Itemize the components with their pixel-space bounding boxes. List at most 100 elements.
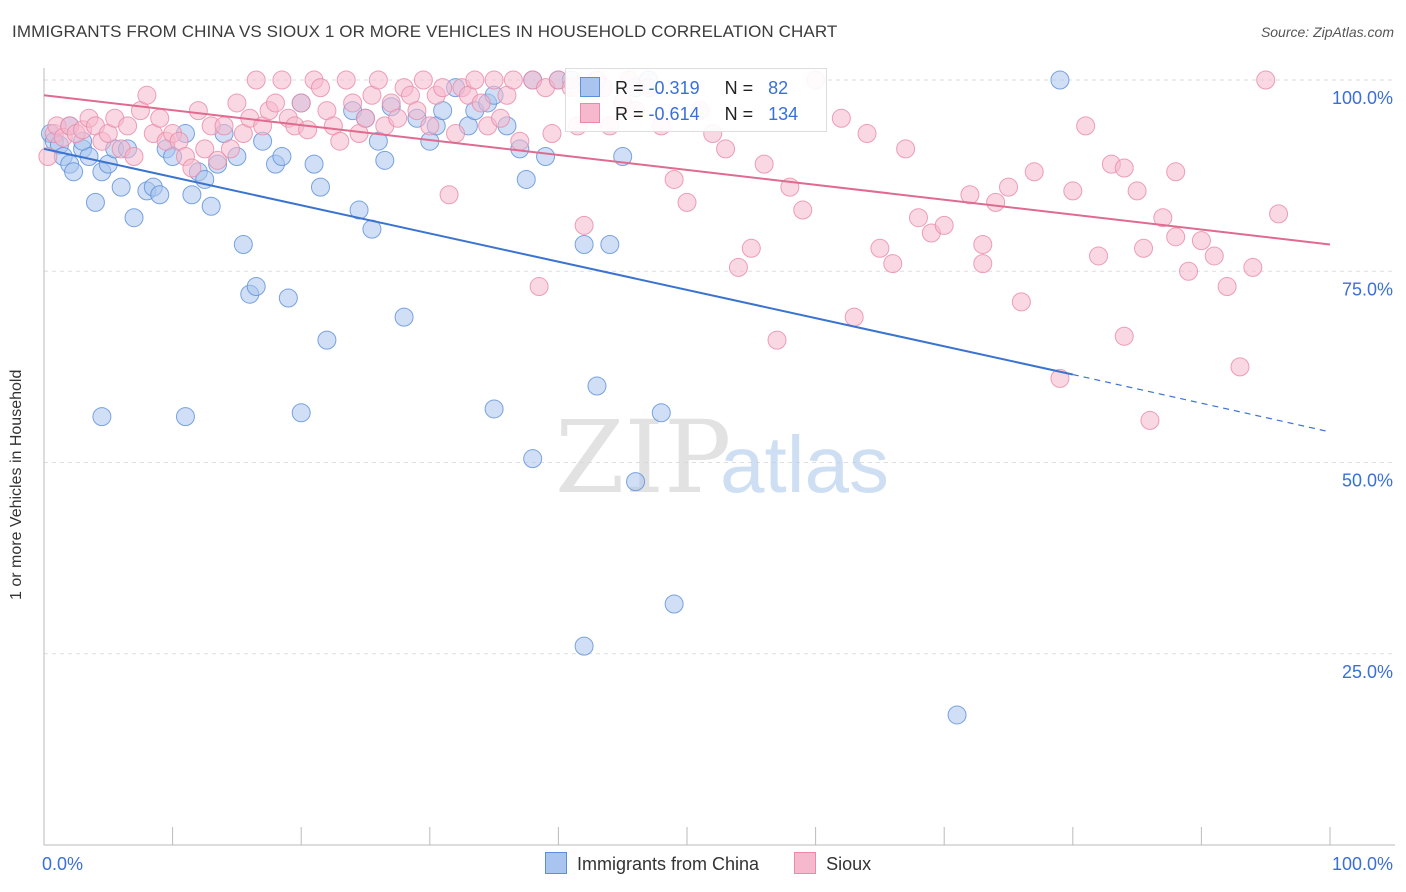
- china-point: [182, 185, 202, 205]
- sioux-point: [986, 192, 1006, 212]
- sioux-point: [1024, 162, 1044, 182]
- y-tick-label: 100.0%: [1332, 88, 1393, 108]
- china-point: [272, 147, 292, 166]
- sioux-point: [1269, 204, 1289, 224]
- china-point: [85, 192, 105, 212]
- sioux-point: [728, 257, 748, 277]
- source-label: Source: ZipAtlas.com: [1260, 24, 1394, 40]
- sioux-point: [857, 124, 877, 144]
- axes: [43, 68, 1395, 846]
- sioux-point: [298, 120, 318, 140]
- sioux-point: [484, 70, 504, 90]
- watermark-atlas: atlas: [720, 420, 889, 509]
- sioux-point: [1230, 357, 1250, 377]
- sioux-point: [767, 330, 787, 350]
- x-tick-label: 0.0%: [42, 854, 83, 874]
- sioux-point: [124, 147, 144, 166]
- sioux-point: [208, 150, 228, 170]
- sioux-point: [1153, 208, 1173, 228]
- sioux-point: [1204, 246, 1224, 266]
- china-point: [92, 407, 112, 427]
- sioux-point: [1179, 261, 1199, 281]
- y-axis-label: 1 or more Vehicles in Household: [8, 369, 25, 600]
- china-trend-line: [43, 147, 1074, 376]
- sioux-point: [1076, 116, 1096, 136]
- china-point: [587, 376, 607, 396]
- sioux-point: [407, 101, 427, 121]
- sioux-point: [999, 177, 1018, 197]
- sioux-point: [1243, 257, 1263, 277]
- china-point: [626, 472, 646, 492]
- y-tick-label: 75.0%: [1342, 279, 1393, 299]
- bottom-legend: Immigrants from China Sioux: [545, 852, 901, 875]
- sioux-point: [716, 139, 736, 159]
- sioux-point: [1191, 231, 1211, 251]
- china-point: [150, 185, 170, 205]
- sioux-point: [529, 277, 549, 297]
- china-point: [574, 234, 594, 254]
- sioux-point: [973, 254, 993, 274]
- y-tick-label: 50.0%: [1342, 471, 1393, 491]
- legend-n-label: N =: [724, 78, 754, 98]
- watermark-zip: ZIP: [555, 399, 731, 516]
- sioux-point: [1089, 246, 1109, 266]
- sioux-point: [908, 208, 928, 228]
- china-point: [317, 330, 337, 350]
- sioux-point: [1134, 238, 1154, 258]
- legend-row-china: R = -0.319 N = 82: [580, 77, 788, 99]
- sioux-point: [1114, 326, 1134, 346]
- sioux-point: [1166, 227, 1186, 247]
- sioux-point: [446, 124, 466, 144]
- sioux-point: [664, 169, 684, 189]
- sioux-point: [1217, 277, 1237, 297]
- legend-n-label: N =: [724, 104, 754, 124]
- sioux-legend-swatch: [794, 852, 817, 874]
- china-swatch: [580, 77, 600, 97]
- chart-title: IMMIGRANTS FROM CHINA VS SIOUX 1 OR MORE…: [12, 22, 838, 41]
- china-point: [574, 636, 594, 656]
- sioux-point: [439, 185, 459, 205]
- sioux-point: [934, 215, 954, 235]
- sioux-point: [793, 200, 813, 220]
- legend-row-sioux: R = -0.614 N = 134: [580, 103, 798, 125]
- china-point: [394, 307, 414, 327]
- sioux-point: [343, 93, 363, 113]
- china-point: [664, 594, 684, 614]
- china-point: [310, 177, 330, 197]
- china-point: [278, 288, 298, 308]
- sioux-legend-label: Sioux: [826, 854, 872, 874]
- legend-n-value: 82: [768, 78, 789, 98]
- china-point: [111, 177, 131, 197]
- sioux-point: [433, 78, 453, 98]
- sioux-point: [574, 215, 594, 235]
- china-point: [600, 234, 620, 254]
- china-point: [1050, 70, 1070, 90]
- sioux-point: [491, 108, 511, 128]
- sioux-point: [1140, 410, 1160, 430]
- sioux-point: [1256, 70, 1276, 90]
- grid-lines: [44, 79, 1395, 655]
- sioux-point: [137, 85, 157, 105]
- bottom-legend-sioux: Sioux: [794, 852, 871, 875]
- sioux-point: [883, 254, 903, 274]
- sioux-point: [542, 124, 562, 144]
- sioux-point: [741, 238, 761, 258]
- sioux-point: [38, 147, 58, 166]
- china-point: [536, 147, 556, 166]
- china-point: [124, 208, 144, 228]
- sioux-point: [195, 139, 215, 159]
- china-trend-extension: [1072, 373, 1331, 433]
- sioux-point: [471, 93, 491, 113]
- stats-legend: R = -0.319 N = 82 R = -0.614 N = 134: [565, 68, 827, 132]
- china-point: [175, 407, 195, 427]
- china-legend-label: Immigrants from China: [577, 854, 760, 874]
- sioux-point: [510, 131, 530, 151]
- china-point: [246, 277, 266, 297]
- sioux-point: [844, 307, 864, 327]
- sioux-point: [182, 158, 202, 178]
- sioux-point: [310, 78, 330, 98]
- sioux-trend-line: [43, 94, 1331, 246]
- sioux-swatch: [580, 103, 600, 123]
- bottom-legend-china: Immigrants from China: [545, 852, 759, 875]
